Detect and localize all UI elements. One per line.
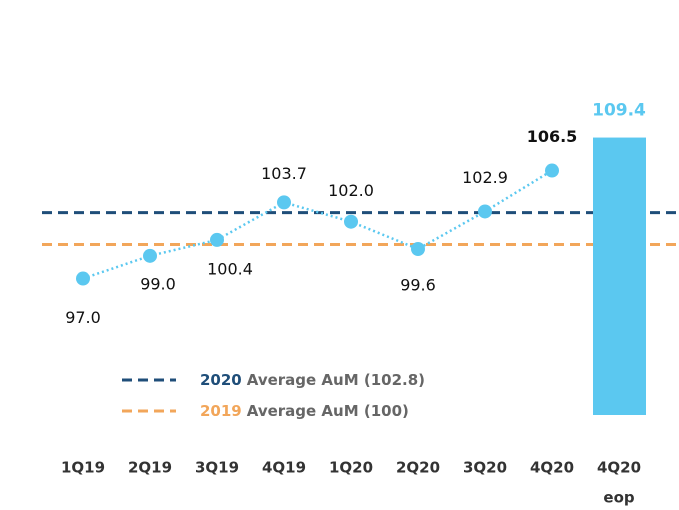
bar-value-label: 109.4 [592,101,646,121]
value-label: 100.4 [207,259,253,278]
x-tick-label: 1Q20 [329,459,373,477]
marker [344,214,358,229]
legend-year: 2020 [200,371,242,389]
x-tick-label: 2Q19 [128,459,172,477]
legend-text: Average AuM (100) [247,402,409,420]
legend-text: Average AuM (102.8) [247,371,425,389]
x-tick-label: 4Q20 [597,459,641,477]
x-tick-label: 4Q20 [530,459,574,477]
x-tick-note: eop [603,489,634,507]
value-label: 99.6 [400,275,436,294]
marker [411,241,425,256]
marker [76,271,90,286]
value-label: 97.0 [65,308,101,327]
marker [277,195,291,210]
bar [593,137,646,415]
marker [210,232,224,247]
legend-year: 2019 [200,402,242,420]
line [82,169,553,280]
marker [143,248,157,263]
value-label: 103.7 [261,164,307,183]
value-label: 102.0 [328,181,374,200]
x-tick-label: 2Q20 [396,459,440,477]
value-label: 102.9 [462,168,508,187]
x-tick-label: 4Q19 [262,459,306,477]
legend-label: 2020 Average AuM (102.8) [200,371,425,389]
marker [545,163,559,178]
x-tick-label: 3Q20 [463,459,507,477]
value-label: 106.5 [527,127,578,146]
value-label: 99.0 [140,274,176,293]
legend-label: 2019 Average AuM (100) [200,402,409,420]
marker [478,204,492,219]
x-tick-label: 3Q19 [195,459,239,477]
x-tick-label: 1Q19 [61,459,105,477]
